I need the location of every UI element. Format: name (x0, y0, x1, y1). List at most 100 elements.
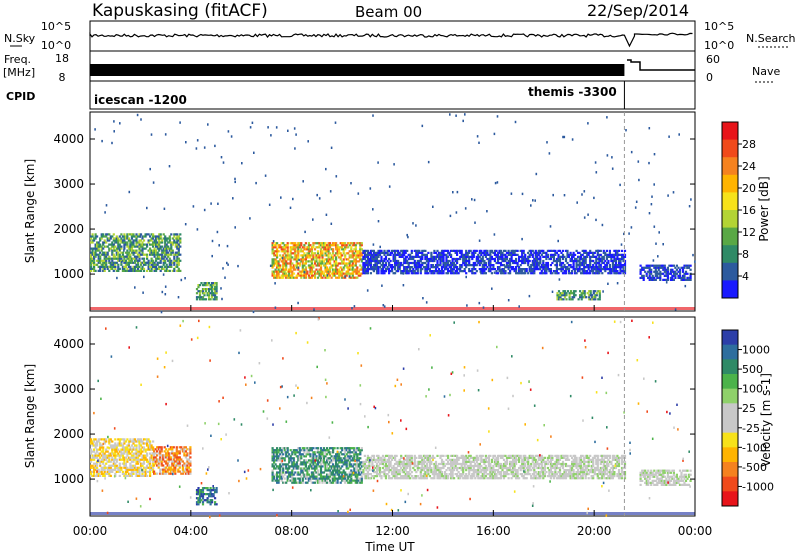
heatmap-cell (316, 473, 320, 476)
heatmap-cell (433, 270, 436, 273)
heatmap-cell (309, 264, 312, 267)
heatmap-cell (103, 269, 106, 272)
heatmap-cell (162, 259, 165, 262)
heatmap-cell (159, 456, 162, 459)
heatmap-cell (90, 460, 93, 463)
heatmap-cell (604, 270, 607, 273)
heatmap-cell (161, 267, 164, 270)
heatmap-cell (292, 473, 295, 476)
heatmap-cell (114, 245, 117, 248)
heatmap-cell (463, 264, 466, 267)
heatmap-cell (647, 266, 650, 269)
heatmap-cell (415, 268, 418, 271)
heatmap-cell (201, 501, 205, 504)
scatter-cell (571, 138, 574, 141)
heatmap-cell (204, 282, 208, 285)
heatmap-cell (598, 261, 601, 265)
heatmap-cell (118, 259, 121, 262)
heatmap-cell (174, 253, 177, 256)
heatmap-cell (442, 251, 445, 254)
heatmap-cell (276, 459, 279, 462)
heatmap-cell (310, 266, 313, 269)
heatmap-cell (437, 253, 441, 256)
heatmap-cell (375, 251, 379, 254)
heatmap-cell (286, 449, 289, 452)
cpid-label: CPID (6, 90, 35, 103)
heatmap-cell (174, 233, 177, 236)
heatmap-cell (410, 270, 413, 273)
heatmap-cell (170, 241, 173, 244)
heatmap-cell (123, 464, 126, 467)
heatmap-cell (187, 466, 190, 469)
heatmap-cell (577, 298, 580, 301)
heatmap-cell (481, 259, 484, 263)
heatmap-cell (584, 270, 587, 273)
heatmap-cell (377, 253, 380, 256)
heatmap-cell (330, 256, 333, 259)
heatmap-cell (168, 464, 171, 467)
heatmap-cell (132, 233, 135, 236)
heatmap-cell (321, 451, 324, 454)
heatmap-cell (203, 294, 206, 297)
heatmap-cell (106, 253, 109, 256)
scatter-cell (464, 207, 467, 210)
heatmap-cell (351, 447, 354, 450)
heatmap-cell (528, 270, 531, 273)
heatmap-cell (129, 466, 132, 469)
heatmap-cell (668, 264, 671, 267)
heatmap-cell (400, 270, 403, 273)
heatmap-cell (294, 463, 297, 466)
heatmap-cell (124, 241, 127, 244)
heatmap-cell (347, 246, 350, 249)
heatmap-cell (97, 454, 100, 457)
heatmap-cell (123, 474, 126, 477)
heatmap-cell (345, 459, 348, 462)
heatmap-cell (149, 442, 152, 445)
heatmap-cell (152, 466, 155, 469)
heatmap-cell (126, 261, 129, 264)
heatmap-cell (179, 269, 182, 272)
heatmap-cell (102, 247, 105, 250)
heatmap-cell (138, 474, 141, 477)
heatmap-cell (115, 458, 118, 461)
scatter-cell (164, 133, 167, 136)
heatmap-cell (439, 251, 442, 254)
heatmap-cell (179, 237, 182, 240)
heatmap-cell (439, 272, 442, 275)
heatmap-cell (300, 248, 303, 251)
heatmap-cell (155, 263, 158, 266)
heatmap-cell (304, 262, 307, 265)
heatmap-cell (123, 456, 126, 459)
heatmap-cell (319, 453, 323, 456)
heatmap-cell (448, 270, 451, 273)
heatmap-cell (132, 261, 135, 264)
heatmap-cell (156, 247, 159, 250)
heatmap-cell (120, 251, 123, 254)
heatmap-cell (149, 458, 152, 461)
heatmap-cell (117, 448, 120, 451)
heatmap-cell (144, 468, 147, 471)
heatmap-cell (198, 294, 202, 297)
heatmap-cell (329, 471, 332, 474)
heatmap-cell (206, 292, 209, 295)
heatmap-cell (546, 261, 549, 265)
heatmap-cell (300, 467, 303, 470)
heatmap-cell (138, 243, 141, 246)
scatter-cell (532, 199, 534, 202)
heatmap-cell (381, 266, 385, 269)
heatmap-cell (554, 272, 557, 275)
heatmap-cell (212, 487, 215, 490)
heatmap-cell (115, 249, 118, 252)
heatmap-cell (150, 468, 153, 471)
heatmap-cell (121, 255, 124, 258)
heatmap-cell (342, 469, 345, 472)
heatmap-cell (616, 253, 619, 256)
heatmap-cell (136, 458, 140, 461)
heatmap-cell (201, 497, 205, 500)
heatmap-cell (583, 268, 586, 271)
heatmap-cell (277, 457, 280, 460)
heatmap-cell (348, 250, 351, 253)
heatmap-cell (333, 459, 336, 462)
heatmap-cell (165, 263, 168, 266)
heatmap-cell (99, 257, 102, 260)
